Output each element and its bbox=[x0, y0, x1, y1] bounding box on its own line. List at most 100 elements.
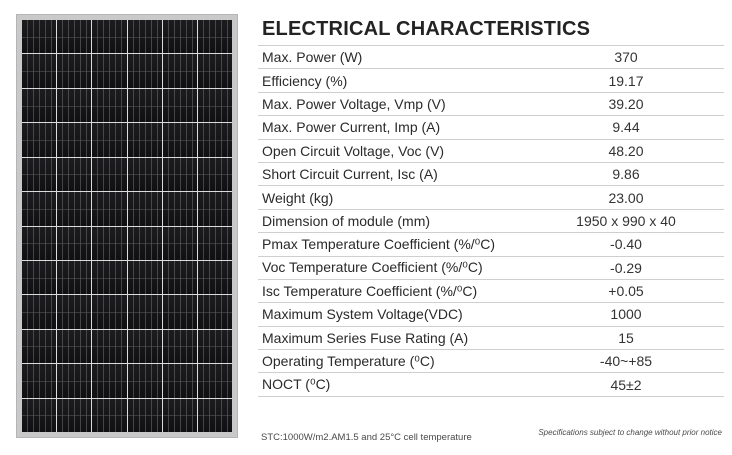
solar-cell bbox=[22, 260, 57, 295]
table-row: Isc Temperature Coefficient (%/⁰C) +0.05 bbox=[258, 279, 724, 302]
solar-cell bbox=[197, 260, 233, 295]
solar-cell bbox=[22, 226, 57, 260]
solar-cell bbox=[162, 20, 198, 54]
table-row: Dimension of module (mm) 1950 x 990 x 40 bbox=[258, 209, 724, 232]
parameter-label: Maximum System Voltage(VDC) bbox=[262, 306, 463, 323]
parameter-label: Short Circuit Current, Isc (A) bbox=[262, 166, 438, 183]
solar-cell bbox=[162, 157, 198, 192]
parameter-label: Dimension of module (mm) bbox=[262, 212, 431, 229]
solar-cell bbox=[92, 123, 127, 157]
solar-cell bbox=[57, 54, 92, 88]
spec-table: Max. Power (W) 370 Efficiency (%) 19.17 Max.… bbox=[258, 45, 724, 397]
solar-cell bbox=[92, 398, 127, 432]
table-row: Efficiency (%) 19.17 bbox=[258, 68, 724, 92]
parameter-label: Efficiency (%) bbox=[262, 72, 348, 89]
table-row: Max. Power Current, Imp (A) 9.44 bbox=[258, 115, 724, 139]
solar-cell bbox=[127, 88, 162, 123]
solar-cell bbox=[162, 54, 198, 88]
solar-cell bbox=[57, 329, 92, 364]
solar-cell bbox=[197, 54, 233, 88]
solar-cell bbox=[162, 123, 198, 157]
solar-cell bbox=[162, 226, 198, 260]
solar-cell bbox=[127, 157, 162, 192]
parameter-value: 9.86 bbox=[612, 166, 640, 183]
solar-cell bbox=[92, 157, 127, 192]
parameter-value: 15 bbox=[618, 329, 634, 346]
parameter-value: 39.20 bbox=[608, 95, 644, 112]
parameter-value: -40~+85 bbox=[599, 353, 653, 370]
solar-panel-image bbox=[16, 14, 238, 438]
parameter-value: 370 bbox=[614, 49, 638, 66]
solar-cell bbox=[22, 157, 57, 192]
solar-cell bbox=[127, 123, 162, 157]
parameter-label: Pmax Temperature Coefficient (%/⁰C) bbox=[262, 235, 496, 252]
solar-cell bbox=[22, 364, 57, 398]
table-row: Max. Power (W) 370 bbox=[258, 45, 724, 69]
solar-cell bbox=[92, 20, 127, 54]
solar-cell bbox=[92, 329, 127, 364]
solar-cell bbox=[22, 54, 57, 88]
solar-cell bbox=[92, 295, 127, 329]
solar-cell bbox=[127, 295, 162, 329]
parameter-label: Maximum Series Fuse Rating (A) bbox=[262, 329, 469, 346]
solar-cell bbox=[127, 364, 162, 398]
stc-note: STC:1000W/m2.AM1.5 and 25°C cell tempera… bbox=[261, 432, 472, 443]
parameter-value: -0.40 bbox=[610, 236, 642, 253]
solar-cell bbox=[197, 157, 233, 192]
solar-cell bbox=[22, 88, 57, 123]
solar-cell bbox=[22, 295, 57, 329]
solar-cell bbox=[197, 329, 233, 364]
parameter-value: 23.00 bbox=[608, 189, 644, 206]
solar-cell bbox=[197, 398, 233, 432]
parameter-label: Open Circuit Voltage, Voc (V) bbox=[262, 142, 445, 159]
solar-cell bbox=[162, 295, 198, 329]
disclaimer-note: Specifications subject to change without… bbox=[538, 428, 722, 437]
table-row: Pmax Temperature Coefficient (%/⁰C) -0.40 bbox=[258, 232, 724, 256]
solar-cell bbox=[92, 364, 127, 398]
parameter-label: Max. Power Voltage, Vmp (V) bbox=[262, 95, 446, 112]
solar-cell bbox=[57, 260, 92, 295]
solar-cell bbox=[127, 260, 162, 295]
solar-cell bbox=[197, 226, 233, 260]
parameter-label: Max. Power (W) bbox=[262, 49, 363, 66]
table-row: Open Circuit Voltage, Voc (V) 48.20 bbox=[258, 139, 724, 162]
solar-cell bbox=[162, 398, 198, 432]
solar-cell bbox=[127, 226, 162, 260]
solar-cell bbox=[197, 88, 233, 123]
solar-cell bbox=[162, 364, 198, 398]
solar-cell bbox=[162, 88, 198, 123]
solar-cell bbox=[22, 123, 57, 157]
solar-cell bbox=[22, 192, 57, 226]
solar-cell bbox=[197, 123, 233, 157]
solar-cell bbox=[57, 398, 92, 432]
solar-cell bbox=[57, 364, 92, 398]
table-row: Maximum Series Fuse Rating (A) 15 bbox=[258, 326, 724, 349]
solar-cell bbox=[92, 192, 127, 226]
table-row: Maximum System Voltage(VDC) 1000 bbox=[258, 302, 724, 326]
table-row: Max. Power Voltage, Vmp (V) 39.20 bbox=[258, 92, 724, 115]
solar-cell bbox=[162, 329, 198, 364]
solar-cell bbox=[127, 192, 162, 226]
solar-cell bbox=[92, 226, 127, 260]
parameter-value: +0.05 bbox=[608, 283, 644, 300]
solar-cell bbox=[22, 329, 57, 364]
solar-cell bbox=[92, 260, 127, 295]
solar-cell bbox=[127, 20, 162, 54]
solar-cell bbox=[197, 20, 233, 54]
solar-cell bbox=[197, 192, 233, 226]
parameter-value: 48.20 bbox=[608, 142, 644, 159]
solar-cell bbox=[57, 157, 92, 192]
parameter-label: Max. Power Current, Imp (A) bbox=[262, 119, 441, 136]
table-row: Short Circuit Current, Isc (A) 9.86 bbox=[258, 162, 724, 185]
parameter-value: 45±2 bbox=[610, 376, 642, 393]
parameter-label: Weight (kg) bbox=[262, 189, 334, 206]
solar-cell bbox=[57, 123, 92, 157]
solar-cell bbox=[22, 20, 57, 54]
solar-cell bbox=[57, 226, 92, 260]
solar-cell bbox=[197, 364, 233, 398]
table-row: Operating Temperature (⁰C) -40~+85 bbox=[258, 349, 724, 373]
parameter-label: Isc Temperature Coefficient (%/⁰C) bbox=[262, 282, 478, 299]
solar-cell bbox=[57, 88, 92, 123]
parameter-label: NOCT (⁰C) bbox=[262, 376, 331, 393]
page-title: ELECTRICAL CHARACTERISTICS bbox=[262, 18, 591, 40]
